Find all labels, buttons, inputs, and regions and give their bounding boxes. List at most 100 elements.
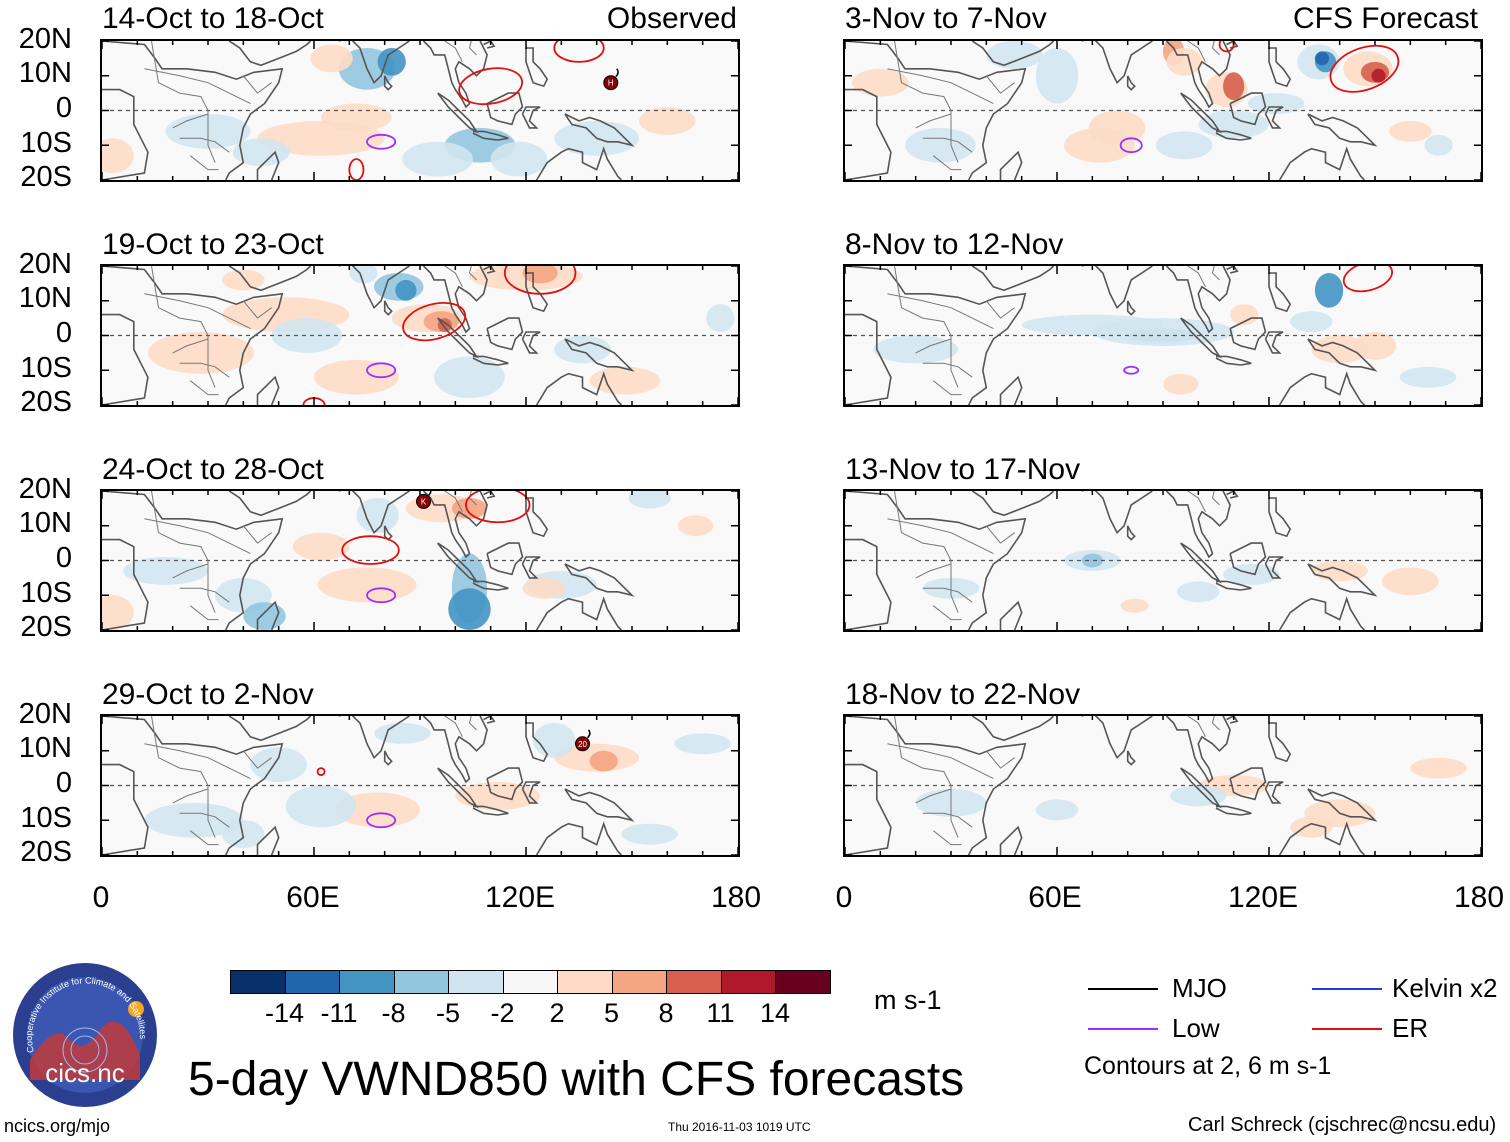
map-panel — [843, 714, 1483, 857]
lat-label: 10N — [18, 507, 72, 539]
country-border — [144, 68, 251, 105]
country-border — [144, 293, 251, 330]
coastline — [486, 767, 524, 801]
wind-anomaly — [1155, 131, 1213, 160]
wind-anomaly — [377, 47, 406, 76]
coastline — [999, 825, 1023, 855]
coastline — [971, 716, 1055, 742]
country-border — [894, 41, 959, 163]
lat-label: 10S — [20, 577, 72, 609]
country-border — [189, 605, 219, 621]
coastline — [845, 313, 892, 405]
lon-label: 60E — [1028, 881, 1082, 914]
wind-anomaly — [1170, 785, 1227, 807]
coastline — [1226, 266, 1239, 274]
coastline — [971, 41, 1055, 67]
coastline — [102, 88, 149, 180]
coastline — [845, 538, 892, 630]
coastline — [228, 716, 312, 742]
wind-anomaly — [1290, 816, 1333, 838]
wind-anomaly — [1382, 567, 1439, 596]
footer-url[interactable]: ncics.org/mjo — [4, 1116, 111, 1136]
tropical-cyclone-icon: 20 — [575, 729, 591, 752]
cics-logo: Cooperative Institute for Climate and Sa… — [10, 960, 160, 1110]
wind-anomaly — [250, 747, 307, 783]
wind-anomaly — [1389, 120, 1432, 142]
wind-anomaly — [314, 359, 399, 395]
legend-low: Low — [1172, 1013, 1220, 1043]
wind-anomaly — [232, 138, 290, 167]
country-border — [172, 563, 209, 579]
wind-anomaly — [1314, 51, 1330, 66]
country-border — [242, 750, 272, 769]
wind-anomaly — [317, 567, 417, 603]
coastline — [535, 371, 622, 405]
colorbar-tick: -14 — [264, 998, 305, 1028]
panel-title: 3-Nov to 7-Nov — [845, 2, 1047, 35]
country-border — [151, 716, 216, 838]
country-border — [932, 155, 962, 171]
coastline — [483, 266, 496, 274]
coastline — [483, 491, 496, 499]
country-border — [1211, 491, 1220, 506]
colorbar-segment — [393, 970, 449, 994]
country-border — [242, 75, 272, 94]
er-contour — [503, 266, 577, 295]
wind-anomaly — [621, 823, 678, 845]
er-contour — [348, 158, 365, 180]
colorbar-segment — [339, 970, 395, 994]
storm-label: H — [608, 79, 614, 88]
country-border — [932, 605, 962, 621]
wind-anomaly — [1311, 560, 1368, 582]
country-border — [179, 812, 230, 828]
coastline — [472, 805, 509, 816]
country-border — [915, 113, 952, 129]
coastline — [1126, 750, 1136, 766]
coastline — [1165, 491, 1231, 559]
coastline — [1180, 542, 1222, 584]
country-border — [1211, 266, 1220, 281]
coastline — [422, 716, 488, 784]
coastline — [1126, 75, 1136, 91]
er-contour — [316, 767, 326, 776]
lat-label: 20N — [18, 248, 72, 280]
mjo-line — [1088, 988, 1158, 990]
country-border — [887, 293, 994, 330]
colorbar-tick: -8 — [381, 998, 406, 1028]
wind-anomaly — [356, 497, 399, 533]
wind-anomaly — [1223, 72, 1245, 101]
country-border — [144, 518, 251, 555]
wind-anomaly — [222, 269, 265, 291]
coastline — [535, 596, 622, 630]
coastline — [525, 722, 549, 763]
coastline — [338, 716, 410, 760]
wind-anomaly — [674, 733, 731, 755]
country-border — [1211, 716, 1220, 731]
wind-anomaly — [147, 332, 254, 374]
coastline — [1268, 272, 1292, 313]
panel-title: 14-Oct to 18-Oct — [102, 2, 324, 35]
coastline — [999, 150, 1023, 180]
coastline — [483, 716, 496, 724]
wind-anomaly — [144, 802, 244, 838]
coastline — [564, 338, 635, 372]
coastline — [1215, 580, 1252, 591]
legend-kelvin: Kelvin x2 — [1392, 973, 1498, 1003]
lon-label: 0 — [835, 881, 853, 914]
wind-anomaly — [1035, 799, 1079, 821]
coastline — [1264, 331, 1284, 354]
colorbar-segment — [230, 970, 286, 994]
coastline — [1081, 41, 1153, 85]
colorbar-segment — [284, 970, 340, 994]
country-border — [887, 518, 994, 555]
wind-anomaly — [1399, 366, 1457, 388]
country-border — [894, 716, 959, 838]
coastline — [564, 563, 635, 597]
er-contour — [402, 302, 467, 342]
lon-label: 60E — [286, 881, 340, 914]
wind-anomaly — [1198, 110, 1269, 139]
country-border — [444, 41, 463, 63]
coastline — [472, 580, 509, 591]
country-border — [1187, 41, 1206, 63]
country-border — [1187, 716, 1206, 738]
